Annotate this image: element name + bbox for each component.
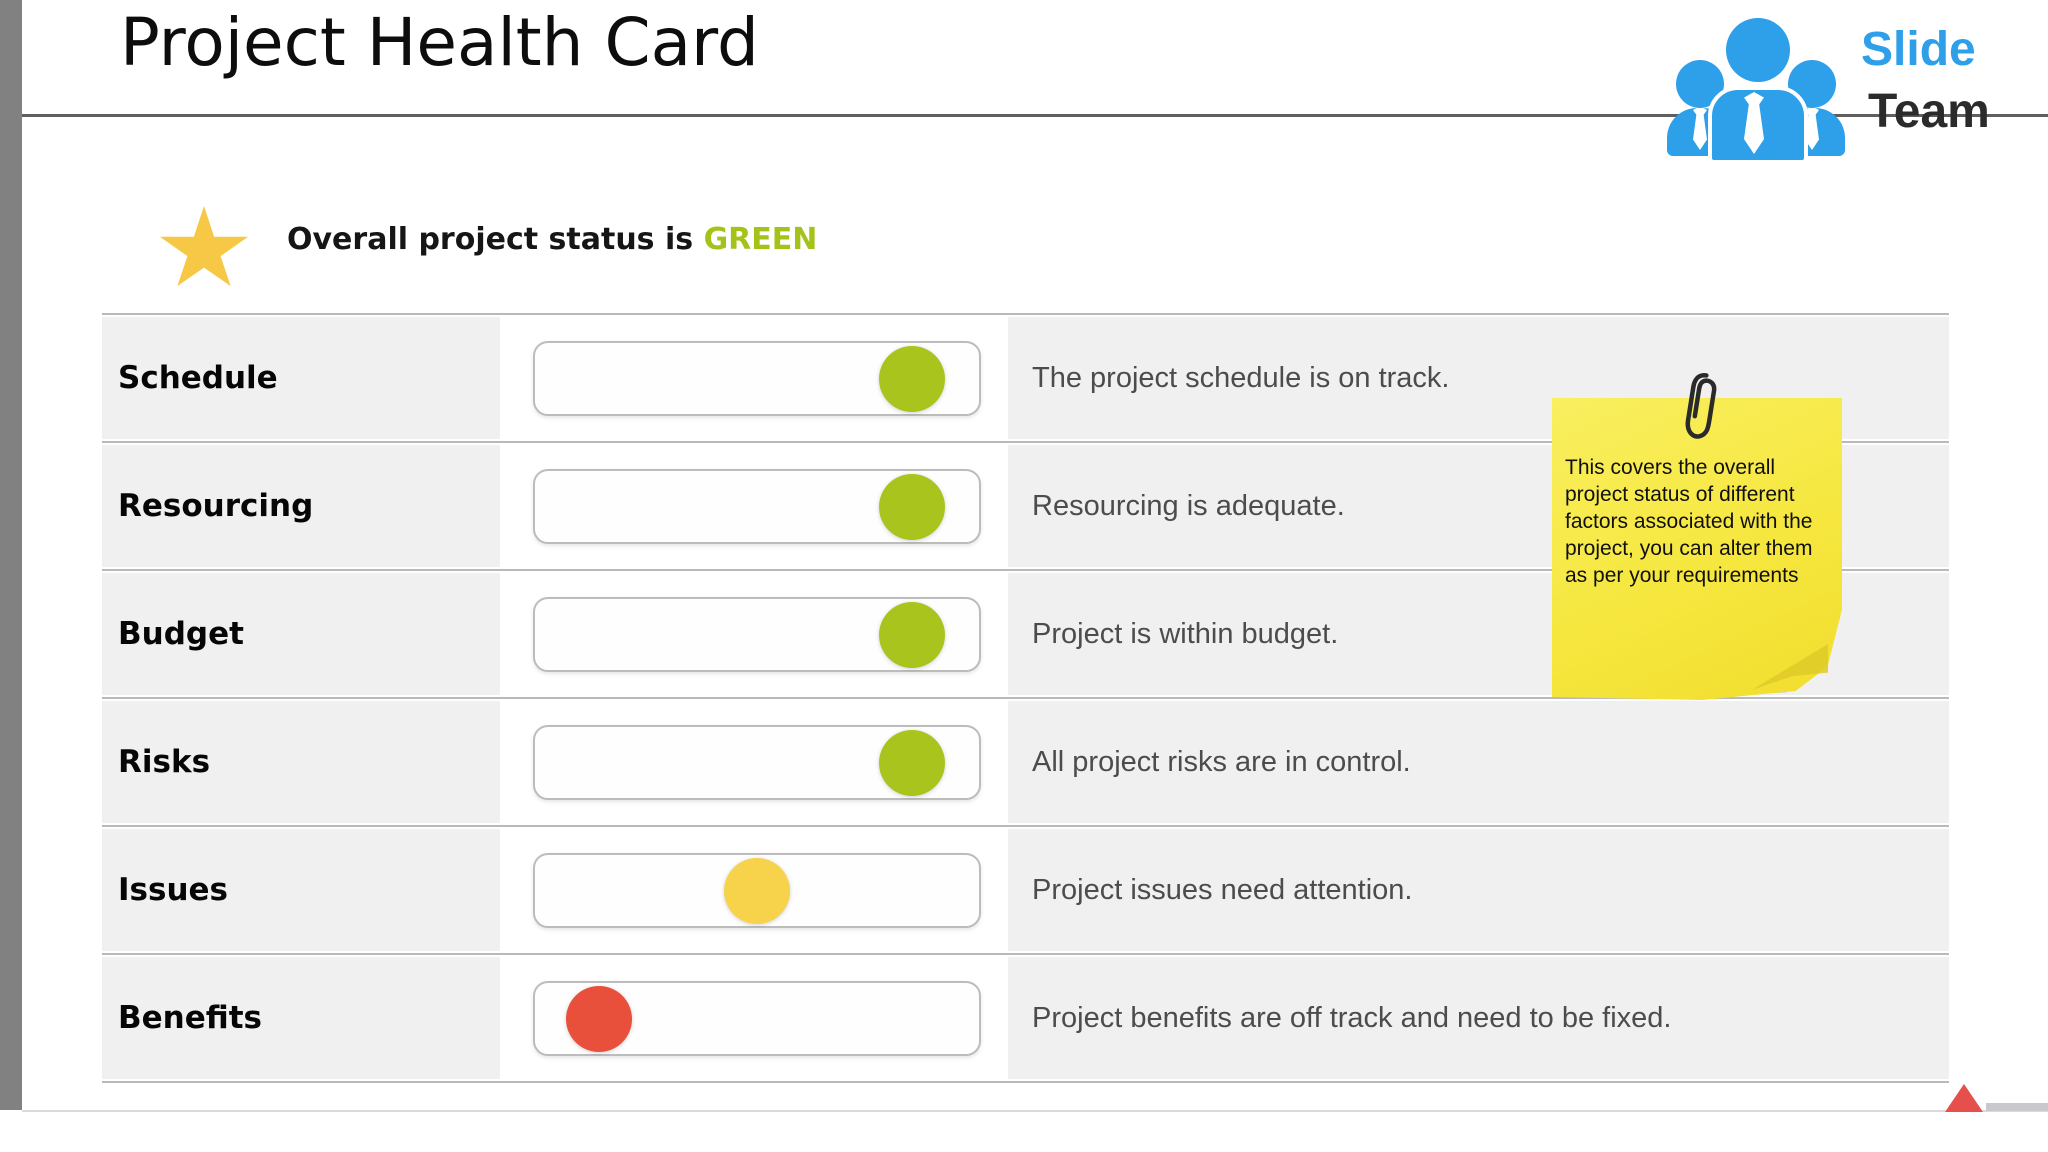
table-row-issues: Issues Project issues need attention. [102, 829, 1949, 955]
overall-status-value: GREEN [703, 222, 818, 257]
row-label: Risks [118, 744, 211, 780]
overall-status-text: Overall project status is GREEN [287, 222, 817, 257]
status-dot[interactable] [566, 985, 632, 1052]
row-label: Resourcing [118, 488, 314, 524]
status-slider[interactable] [533, 981, 981, 1056]
row-description-cell: All project risks are in control. [1008, 701, 1949, 823]
bottom-border-line [22, 1110, 2048, 1112]
row-description: Project issues need attention. [1032, 873, 1413, 906]
row-label: Budget [118, 616, 244, 652]
row-label-cell: Risks [102, 701, 500, 823]
row-description-cell: Project issues need attention. [1008, 829, 1949, 951]
row-description: The project schedule is on track. [1032, 361, 1450, 394]
status-slider[interactable] [533, 725, 981, 800]
row-label-cell: Budget [102, 573, 500, 695]
sticky-note-paper [1552, 398, 1842, 700]
star-icon [159, 206, 249, 287]
tie-center-icon [1744, 92, 1764, 154]
row-description: Resourcing is adequate. [1032, 489, 1345, 522]
status-slider[interactable] [533, 853, 981, 928]
status-dot[interactable] [879, 345, 945, 412]
row-label-cell: Issues [102, 829, 500, 951]
status-slider[interactable] [533, 597, 981, 672]
table-row-risks: Risks All project risks are in control. [102, 701, 1949, 827]
row-description: Project benefits are off track and need … [1032, 1001, 1672, 1034]
row-label: Issues [118, 872, 228, 908]
paperclip-icon [1685, 373, 1717, 439]
status-dot[interactable] [724, 857, 790, 924]
left-edge-bar [0, 0, 22, 1110]
row-label-cell: Resourcing [102, 445, 500, 567]
status-dot[interactable] [879, 473, 945, 540]
table-row-benefits: Benefits Project benefits are off track … [102, 957, 1949, 1083]
row-description: All project risks are in control. [1032, 745, 1411, 778]
row-description: Project is within budget. [1032, 617, 1339, 650]
row-label: Schedule [118, 360, 278, 396]
status-dot[interactable] [879, 601, 945, 668]
sticky-note-text: This covers the overall project status o… [1565, 456, 1813, 587]
bottom-right-line-segment [1986, 1103, 2048, 1111]
tie-right-icon [1805, 106, 1819, 150]
person-head-center-icon [1726, 18, 1790, 82]
slideteam-logo: Slide Team [1665, 8, 2047, 164]
row-label-cell: Schedule [102, 317, 500, 439]
table-row-schedule: Schedule The project schedule is on trac… [102, 317, 1949, 443]
row-label: Benefits [118, 1000, 262, 1036]
sticky-note: This covers the overall project status o… [1552, 373, 1842, 700]
red-triangle-marker [1945, 1084, 1983, 1112]
row-label-cell: Benefits [102, 957, 500, 1079]
row-description-cell: Project benefits are off track and need … [1008, 957, 1949, 1079]
header-divider [22, 114, 2048, 117]
status-dot[interactable] [879, 729, 945, 796]
status-slider[interactable] [533, 341, 981, 416]
logo-text-slide: Slide [1861, 23, 1976, 76]
status-slider[interactable] [533, 469, 981, 544]
overall-status-prefix: Overall project status is [287, 222, 704, 257]
tie-left-icon [1693, 106, 1707, 150]
page-title: Project Health Card [120, 4, 759, 81]
health-table: Schedule The project schedule is on trac… [102, 313, 1949, 1085]
logo-text-team: Team [1868, 85, 1990, 138]
